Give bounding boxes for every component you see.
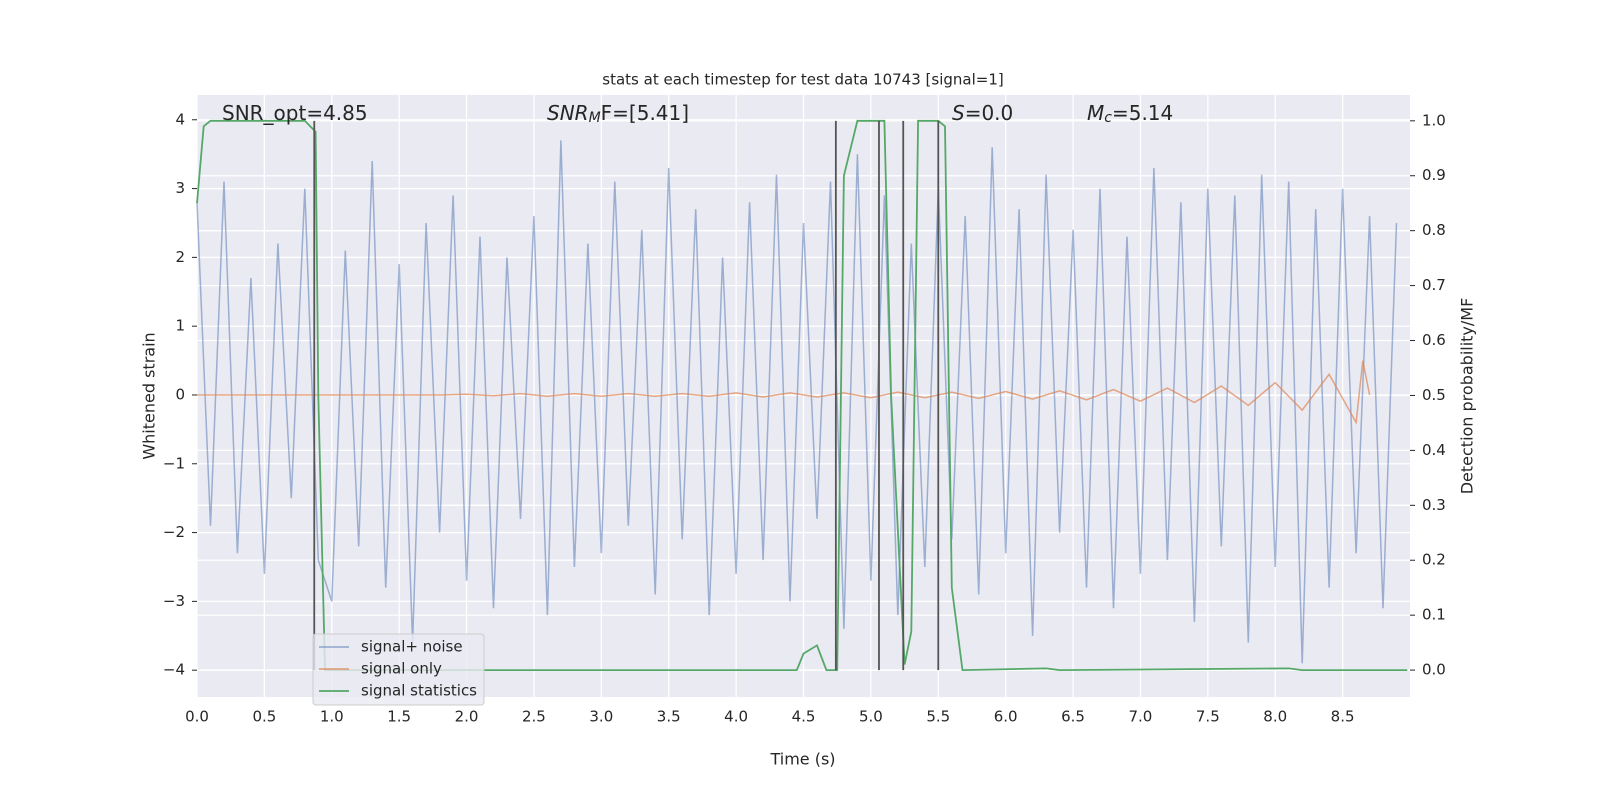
y2-tick-label: 0.3 [1422,496,1446,514]
annotation: Mc=5.14 [1087,101,1173,127]
x-tick-label: 4.5 [792,708,816,726]
x-tick-label: 6.0 [994,708,1018,726]
y2-tick-label: 1.0 [1422,111,1446,129]
y-axis-label: Whitened strain [140,332,159,459]
y-tick-label: 4 [175,110,185,128]
x-tick-label: 5.5 [926,708,950,726]
y-tick-label: 2 [175,248,185,266]
series-line [196,140,1398,664]
x-tick-label: 8.0 [1263,708,1287,726]
chart-title: stats at each timestep for test data 107… [602,71,1003,89]
y-tick-label: 0 [175,385,185,403]
y2-axis-label: Detection probability/MF [1458,298,1477,495]
legend-label: signal+ noise [361,638,463,656]
legend: signal+ noise signal only signal statistic… [312,633,485,706]
x-tick-label: 6.5 [1061,708,1085,726]
y-tick-label: 3 [175,179,185,197]
annotation-part: =5.14 [1112,101,1173,125]
annotation: S=0.0 [952,101,1013,125]
annotation-part: F=[5.41] [601,101,689,125]
y2-tick-label: 0.6 [1422,331,1446,349]
x-tick-label: 8.5 [1331,708,1355,726]
x-tick-label: 0.0 [185,708,209,726]
x-axis-label: Time (s) [769,750,835,769]
x-tick-label: 3.0 [589,708,613,726]
x-tick-label: 3.5 [657,708,681,726]
annotation: SNRMF=[5.41] [547,101,689,127]
x-tick-label: 4.0 [724,708,748,726]
x-tick-label: 0.5 [252,708,276,726]
y2-tick-label: 0.5 [1422,386,1446,404]
x-tick-label: 5.0 [859,708,883,726]
annotation-part: SNR [547,101,589,125]
x-tick-label: 7.0 [1129,708,1153,726]
y-tick-label: −2 [163,523,185,541]
annotation-part: M [589,110,601,126]
x-tick-label: 1.5 [387,708,411,726]
annotation-part: SNR_opt=4.85 [222,101,368,125]
legend-label: signal statistics [361,682,477,700]
y-tick-label: −4 [163,661,185,679]
legend-box [312,633,485,706]
series-line [197,360,1371,425]
annotation-part: c [1104,110,1112,126]
y-tick-label: 1 [175,317,185,335]
y2-tick-label: 0.4 [1422,441,1446,459]
y2-tick-label: 0.2 [1422,551,1446,569]
y-tick-label: −1 [163,454,185,472]
legend-label: signal only [361,660,442,678]
annotation-part: =0.0 [965,101,1014,125]
x-tick-label: 2.0 [455,708,479,726]
y2-tick-label: 0.7 [1422,276,1446,294]
y2-tick-label: 0.0 [1422,661,1446,679]
series-line [196,119,1408,672]
x-tick-label: 1.0 [320,708,344,726]
annotation: SNR_opt=4.85 [222,101,368,125]
y2-tick-label: 0.9 [1422,166,1446,184]
y2-tick-label: 0.8 [1422,221,1446,239]
annotation-part: S [952,101,965,125]
x-tick-label: 7.5 [1196,708,1220,726]
y-tick-label: −3 [163,592,185,610]
y2-tick-label: 0.1 [1422,606,1446,624]
x-tick-label: 2.5 [522,708,546,726]
annotation-part: M [1087,101,1104,125]
